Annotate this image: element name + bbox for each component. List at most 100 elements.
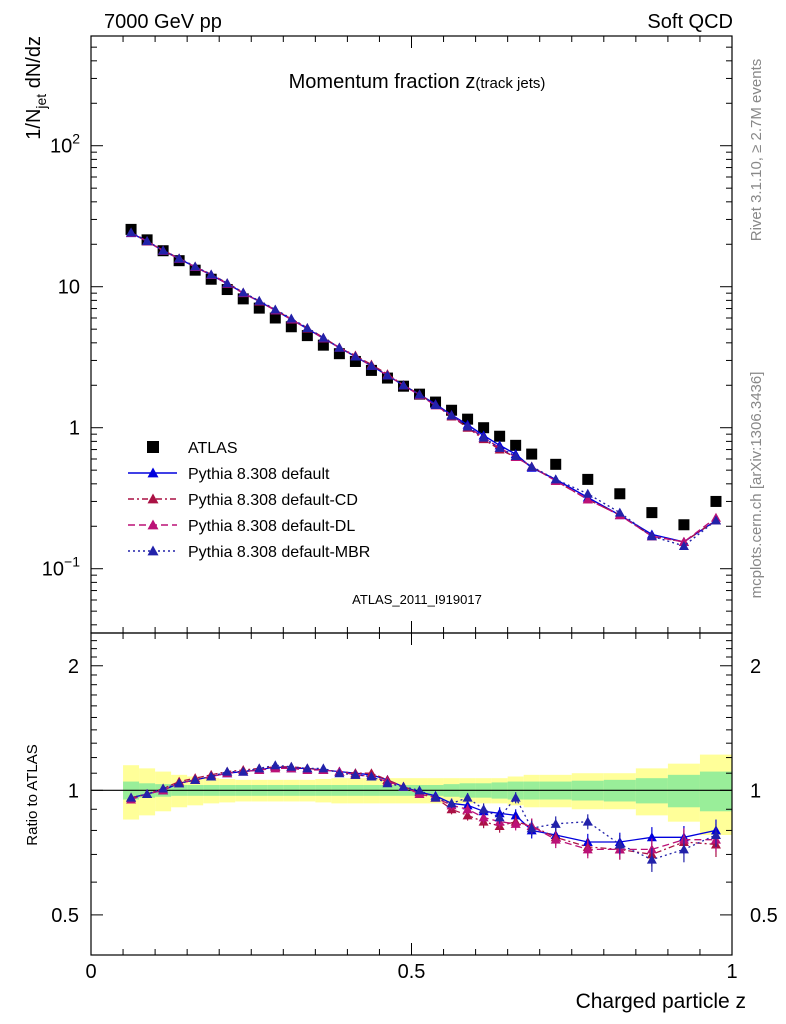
- ratio-line: [130, 767, 716, 851]
- legend-entry: ATLAS: [147, 440, 238, 457]
- mc-point: [350, 351, 361, 361]
- mc-point: [302, 322, 313, 332]
- ratio-point: [582, 816, 593, 826]
- tick-base: 10: [42, 559, 64, 581]
- ylabel-main: 1/N: [23, 109, 45, 140]
- atlas-point: [646, 507, 658, 519]
- x-tick-label: 1: [726, 961, 737, 983]
- stat-uncertainty-band: [699, 771, 732, 812]
- mc-point: [582, 488, 593, 498]
- legend-marker: [147, 545, 159, 556]
- ratio-point: [710, 829, 721, 839]
- ratio-point: [366, 771, 377, 781]
- legend-entry: Pythia 8.308 default-CD: [128, 492, 358, 509]
- y-tick-label: 10: [58, 277, 80, 299]
- ratio-y-tick-label-right: 1: [750, 780, 761, 802]
- ratio-point: [126, 792, 137, 802]
- mc-point: [142, 235, 153, 245]
- series-0: [125, 223, 722, 531]
- tick-base: 1: [69, 418, 80, 440]
- x-tick-label: 0: [85, 961, 96, 983]
- mc-point: [174, 253, 185, 263]
- ratio-y-tick-label-right: 0.5: [750, 905, 778, 927]
- main-title-sub: (track jets): [475, 75, 545, 92]
- mc-point: [550, 474, 561, 484]
- mc-point: [126, 227, 137, 237]
- mc-point: [678, 540, 689, 550]
- ratio-point: [510, 792, 521, 802]
- mc-point: [446, 410, 457, 420]
- legend-label: Pythia 8.308 default: [188, 466, 330, 483]
- ratio-point: [430, 792, 441, 802]
- legend-marker: [147, 441, 159, 453]
- atlas-point: [365, 364, 377, 376]
- mc-point: [646, 531, 657, 541]
- legend-entry: Pythia 8.308 default-DL: [128, 518, 355, 535]
- ratio-point: [318, 763, 329, 773]
- mc-point: [398, 380, 409, 390]
- mc-point: [382, 370, 393, 380]
- ratio-point: [206, 771, 217, 781]
- ratio-point: [582, 844, 593, 854]
- ratio-point: [158, 783, 169, 793]
- legend-label: ATLAS: [188, 440, 238, 457]
- ratio-point: [510, 818, 521, 828]
- ratio-line: [130, 764, 717, 861]
- stat-uncertainty-band: [667, 774, 700, 808]
- ratio-point: [678, 844, 689, 854]
- ratio-series-3: [126, 760, 721, 872]
- ratio-point: [254, 763, 265, 773]
- atlas-point: [221, 284, 233, 296]
- ratio-point: [190, 774, 201, 784]
- atlas-point: [614, 488, 626, 500]
- atlas-point: [510, 439, 522, 451]
- ratio-point: [302, 763, 313, 773]
- mc-point: [318, 332, 329, 342]
- mc-point: [582, 494, 593, 504]
- mc-point: [526, 461, 537, 471]
- tick-base: 10: [50, 136, 72, 158]
- atlas-point: [478, 422, 490, 434]
- ratio-point: [614, 839, 625, 849]
- legend-label: Pythia 8.308 default-DL: [188, 518, 355, 535]
- watermark: ATLAS_2011_I919017: [352, 592, 482, 607]
- ratio-point: [494, 812, 505, 822]
- ratio-point: [462, 792, 473, 802]
- mc-point: [614, 507, 625, 517]
- atlas-point: [494, 430, 506, 442]
- mc-point: [286, 313, 297, 323]
- ratio-point: [526, 823, 537, 833]
- legend-entry: Pythia 8.308 default: [128, 466, 330, 483]
- mc-point: [270, 304, 281, 314]
- ratio-point: [446, 798, 457, 808]
- legend-marker: [147, 493, 159, 504]
- ratio-point: [478, 804, 489, 814]
- ratio-y-axis-label: Ratio to ATLAS: [24, 744, 41, 845]
- ratio-point: [478, 812, 489, 822]
- ratio-point: [462, 804, 473, 814]
- mc-point: [238, 287, 249, 297]
- mc-point: [254, 295, 265, 305]
- atlas-point: [582, 473, 594, 485]
- mc-point: [414, 389, 425, 399]
- ratio-panel: Ratio to ATLAS Charged particle z 0.5 0.5…: [24, 632, 778, 1013]
- legend-marker: [147, 467, 159, 478]
- y-tick-label: 1: [69, 418, 80, 440]
- ratio-point: [646, 854, 657, 864]
- header-left: 7000 GeV pp: [104, 11, 222, 33]
- mcplots-label: mcplots.cern.ch [arXiv:1306.3436]: [748, 372, 765, 599]
- y-tick-label: 10−1: [42, 554, 80, 581]
- ratio-point: [174, 778, 185, 788]
- tick-exponent: −1: [64, 554, 80, 570]
- y-tick-label: 102: [50, 131, 80, 158]
- ratio-line: [130, 766, 717, 856]
- series-4: [126, 227, 721, 550]
- ratio-y-tick-label: 0.5: [51, 905, 79, 927]
- x-tick-label: 0.5: [398, 961, 426, 983]
- mc-point: [494, 442, 505, 452]
- legend: ATLAS Pythia 8.308 default Pythia 8.308 de…: [128, 440, 370, 561]
- atlas-point: [550, 458, 562, 470]
- ratio-y-tick-label: 2: [68, 656, 79, 678]
- main-y-axis-label: 1/Njet dN/dz: [23, 36, 49, 140]
- ratio-y-tick-label: 1: [68, 780, 79, 802]
